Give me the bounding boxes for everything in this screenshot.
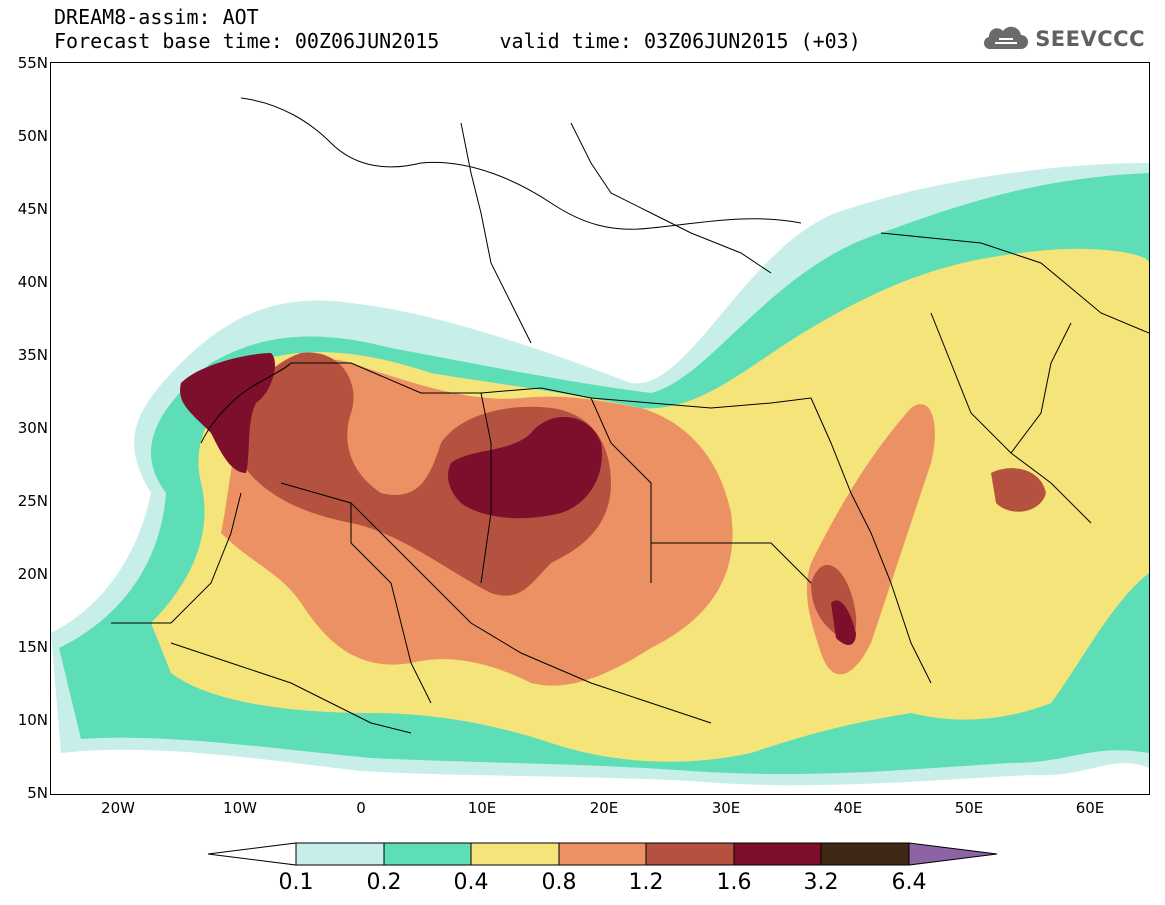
logo-text: SEEVCCC (1035, 27, 1145, 51)
color-legend (207, 842, 998, 866)
legend-level-label: 0.1 (278, 870, 314, 895)
legend-level-label: 1.2 (628, 870, 664, 895)
lat-label: 55N (17, 54, 48, 72)
legend-swatch (470, 842, 560, 866)
lat-label: 35N (17, 346, 48, 364)
legend-swatch (383, 842, 472, 866)
lat-label: 25N (17, 492, 48, 510)
lon-label: 20W (101, 799, 135, 817)
aot-contours (51, 163, 1149, 786)
legend-under-arrow (207, 842, 297, 866)
aot-level-1.6 (180, 353, 856, 645)
lon-label: 60E (1075, 799, 1105, 817)
legend-level-label: 6.4 (891, 870, 927, 895)
legend-swatch (558, 842, 647, 866)
lon-label: 20E (589, 799, 619, 817)
lon-label: 50E (954, 799, 984, 817)
lon-label: 40E (833, 799, 863, 817)
legend-swatch (733, 842, 822, 866)
legend-level-label: 0.8 (541, 870, 577, 895)
aot-level-1.2 (231, 352, 1046, 641)
legend-swatch (820, 842, 910, 866)
legend-level-label: 3.2 (803, 870, 839, 895)
lat-label: 10N (17, 711, 48, 729)
cloud-logo-icon (984, 26, 1029, 50)
lat-label: 30N (17, 419, 48, 437)
legend-level-label: 0.2 (366, 870, 402, 895)
aot-map (50, 62, 1150, 795)
lat-label: 45N (17, 200, 48, 218)
map-title: DREAM8-assim: AOT (54, 5, 259, 29)
legend-over-arrow (908, 842, 998, 866)
lon-label: 0 (356, 799, 366, 817)
legend-level-label: 1.6 (716, 870, 752, 895)
lon-label: 10W (223, 799, 257, 817)
lat-label: 5N (27, 784, 48, 802)
forecast-times: Forecast base time: 00Z06JUN2015 valid t… (54, 29, 861, 53)
lat-label: 20N (17, 565, 48, 583)
map-canvas (51, 97, 1149, 786)
legend-swatch (295, 842, 385, 866)
lat-label: 40N (17, 273, 48, 291)
lat-label: 50N (17, 127, 48, 145)
seevccc-logo: SEEVCCC (981, 24, 1145, 54)
lat-label: 15N (17, 638, 48, 656)
lon-label: 10E (467, 799, 497, 817)
lon-label: 30E (711, 799, 741, 817)
legend-swatch (645, 842, 735, 866)
country-borders (111, 97, 1149, 734)
legend-level-label: 0.4 (453, 870, 489, 895)
